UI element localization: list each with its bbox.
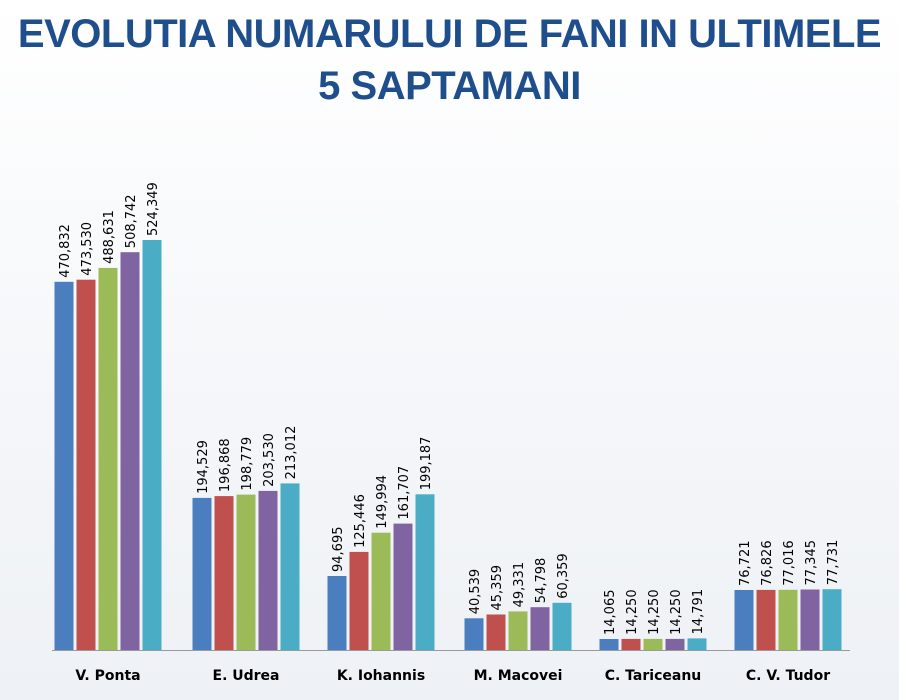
bar-2-3 xyxy=(393,523,413,650)
bar-4-2 xyxy=(643,638,663,650)
bar-3-2 xyxy=(508,611,528,650)
data-label-1-0: 194,529 xyxy=(196,440,211,494)
bar-4-3 xyxy=(665,638,685,650)
bar-4-4 xyxy=(687,638,707,650)
bar-3-0 xyxy=(464,618,484,650)
bar-1-2 xyxy=(236,494,256,650)
bar-0-3 xyxy=(120,252,140,650)
bar-4-1 xyxy=(621,638,641,650)
data-label-3-1: 45,359 xyxy=(490,565,505,611)
data-label-2-3: 161,707 xyxy=(397,466,412,520)
data-label-3-3: 54,798 xyxy=(534,558,549,604)
data-label-3-4: 60,359 xyxy=(556,553,571,599)
bar-1-4 xyxy=(280,483,300,650)
bar-4-0 xyxy=(599,639,619,650)
data-label-0-4: 524,349 xyxy=(146,182,161,236)
bar-5-1 xyxy=(756,589,776,650)
data-label-2-1: 125,446 xyxy=(353,494,368,548)
data-label-1-3: 203,530 xyxy=(262,433,277,487)
chart-title-line-1: EVOLUTIA NUMARULUI DE FANI IN ULTIMELE xyxy=(17,12,882,56)
data-label-3-2: 49,331 xyxy=(512,562,527,608)
bar-2-0 xyxy=(327,576,347,650)
data-label-5-4: 77,731 xyxy=(826,540,841,586)
bar-2-1 xyxy=(349,551,369,650)
bar-3-1 xyxy=(486,614,506,650)
data-label-0-3: 508,742 xyxy=(124,194,139,248)
bar-0-4 xyxy=(142,240,162,650)
category-label-4: C. Tariceanu xyxy=(605,668,702,684)
data-label-2-0: 94,695 xyxy=(331,527,346,573)
bar-3-3 xyxy=(530,607,550,650)
category-label-0: V. Ponta xyxy=(75,668,140,684)
bar-3-4 xyxy=(552,602,572,650)
data-label-0-0: 470,832 xyxy=(58,224,73,278)
chart-title: EVOLUTIA NUMARULUI DE FANI IN ULTIMELE 5… xyxy=(0,8,899,112)
bar-1-3 xyxy=(258,490,278,650)
bar-2-2 xyxy=(371,532,391,650)
data-label-0-1: 473,530 xyxy=(80,222,95,276)
bar-0-1 xyxy=(76,279,96,650)
bar-5-0 xyxy=(734,590,754,650)
data-label-3-0: 40,539 xyxy=(468,569,483,615)
data-label-4-0: 14,065 xyxy=(603,590,618,636)
data-label-1-1: 196,868 xyxy=(218,438,233,492)
bar-2-4 xyxy=(415,494,435,650)
bar-0-2 xyxy=(98,267,118,650)
chart-title-line-2: 5 SAPTAMANI xyxy=(318,64,581,108)
bar-5-3 xyxy=(800,589,820,650)
data-label-1-4: 213,012 xyxy=(284,426,299,480)
category-label-3: M. Macovei xyxy=(474,668,563,684)
data-label-0-2: 488,631 xyxy=(102,210,117,264)
bar-1-1 xyxy=(214,496,234,650)
data-label-5-2: 77,016 xyxy=(782,540,797,586)
category-label-2: K. Iohannis xyxy=(337,668,425,684)
data-label-4-1: 14,250 xyxy=(625,589,640,635)
category-label-5: C. V. Tudor xyxy=(746,668,830,684)
data-label-2-2: 149,994 xyxy=(375,475,390,529)
data-label-4-3: 14,250 xyxy=(669,589,684,635)
data-label-5-1: 76,826 xyxy=(760,540,775,586)
bar-0-0 xyxy=(54,281,74,650)
category-label-1: E. Udrea xyxy=(213,668,280,684)
data-label-5-0: 76,721 xyxy=(738,541,753,587)
bar-5-4 xyxy=(822,589,842,650)
data-label-4-4: 14,791 xyxy=(691,589,706,635)
bar-1-0 xyxy=(192,497,212,650)
data-label-5-3: 77,345 xyxy=(804,540,819,586)
data-label-1-2: 198,779 xyxy=(240,437,255,491)
data-label-2-4: 199,187 xyxy=(419,437,434,491)
data-label-4-2: 14,250 xyxy=(647,589,662,635)
bar-5-2 xyxy=(778,589,798,650)
